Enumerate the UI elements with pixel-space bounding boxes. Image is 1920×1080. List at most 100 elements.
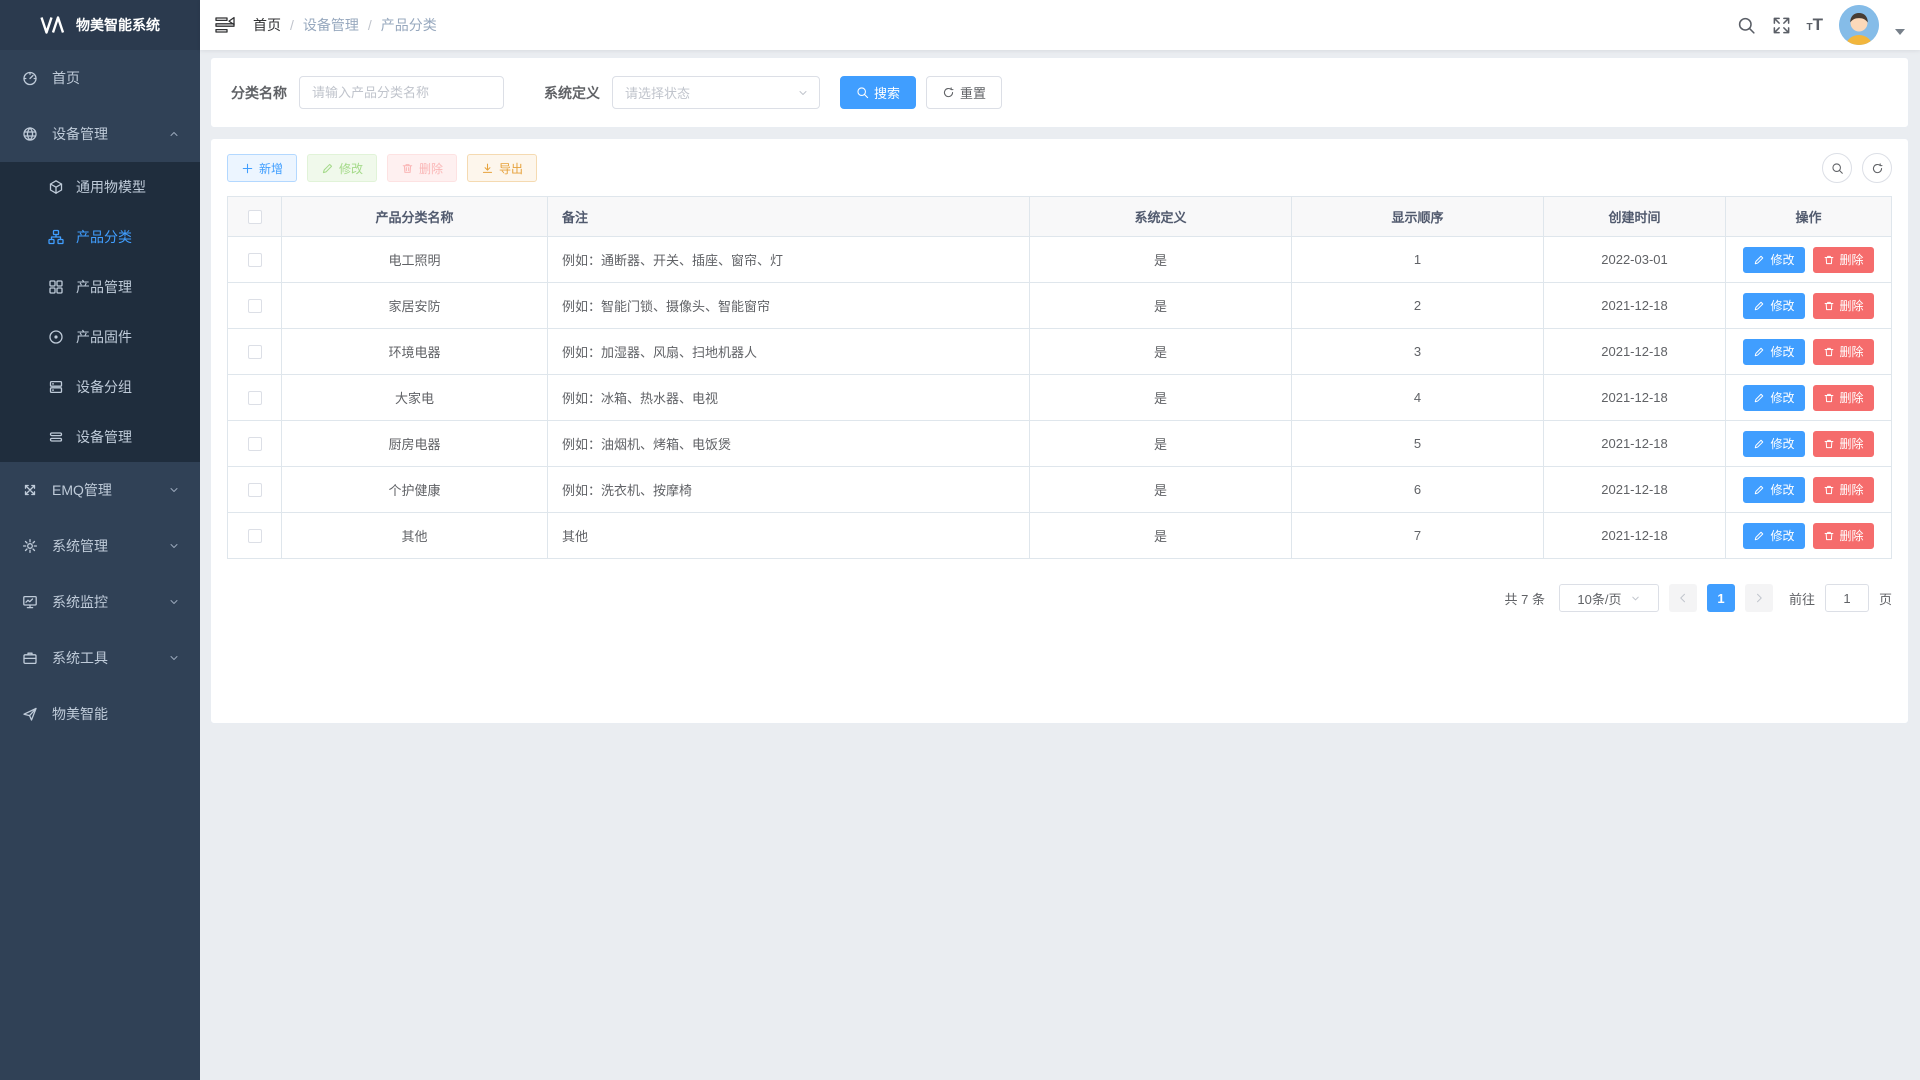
logo[interactable]: 物美智能系统 bbox=[0, 0, 200, 50]
cell-display-order: 4 bbox=[1291, 374, 1544, 421]
sidebar-item-product-firmware[interactable]: 产品固件 bbox=[0, 312, 200, 362]
row-edit-button[interactable]: 修改 bbox=[1743, 522, 1805, 549]
sidebar-item-system-management[interactable]: 系统管理 bbox=[0, 518, 200, 574]
sidebar-item-emq-management[interactable]: EMQ管理 bbox=[0, 462, 200, 518]
row-delete-button[interactable]: 删除 bbox=[1812, 430, 1874, 457]
chevron-up-icon bbox=[168, 128, 180, 140]
page-content: 分类名称 系统定义 请选择状态 搜索 重置 bbox=[200, 50, 1920, 1080]
cell-created-time: 2021-12-18 bbox=[1543, 420, 1726, 467]
cell-created-time: 2021-12-18 bbox=[1543, 282, 1726, 329]
chevron-down-icon bbox=[1630, 593, 1641, 604]
table-panel: 新增 修改 删除 导出 bbox=[210, 138, 1909, 724]
cell-remark: 例如：智能门锁、摄像头、智能窗帘 bbox=[547, 282, 1030, 329]
app-title: 物美智能系统 bbox=[76, 17, 160, 33]
table-row: 厨房电器 例如：油烟机、烤箱、电饭煲 是 5 2021-12-18 bbox=[227, 420, 1892, 467]
page-size-select[interactable]: 10条/页 bbox=[1558, 584, 1659, 612]
row-edit-button[interactable]: 修改 bbox=[1743, 430, 1805, 457]
avatar[interactable] bbox=[1839, 5, 1879, 45]
sidebar: 物美智能系统 首页 设备管理 通用物模型 产品分类 bbox=[0, 0, 200, 1080]
search-icon[interactable] bbox=[1737, 16, 1756, 35]
pagination-total: 共 7 条 bbox=[1504, 591, 1545, 607]
breadcrumb-home[interactable]: 首页 bbox=[253, 17, 281, 33]
cell-category-name: 大家电 bbox=[281, 374, 548, 421]
row-checkbox[interactable] bbox=[247, 253, 262, 268]
sidebar-item-product-category[interactable]: 产品分类 bbox=[0, 212, 200, 262]
export-button[interactable]: 导出 bbox=[467, 154, 538, 182]
page-number-button[interactable]: 1 bbox=[1706, 584, 1735, 612]
row-edit-button[interactable]: 修改 bbox=[1743, 476, 1805, 503]
edit-button[interactable]: 修改 bbox=[307, 154, 378, 182]
table-row: 环境电器 例如：加湿器、风扇、扫地机器人 是 3 2021-12-18 bbox=[227, 328, 1892, 375]
sidebar-item-system-tools[interactable]: 系统工具 bbox=[0, 630, 200, 686]
row-edit-button[interactable]: 修改 bbox=[1743, 292, 1805, 319]
row-delete-button[interactable]: 删除 bbox=[1812, 522, 1874, 549]
row-delete-button[interactable]: 删除 bbox=[1812, 338, 1874, 365]
refresh-icon bbox=[942, 86, 955, 99]
pencil-icon bbox=[1753, 484, 1765, 496]
breadcrumb-current: 产品分类 bbox=[380, 17, 437, 33]
row-delete-button[interactable]: 删除 bbox=[1812, 476, 1874, 503]
cell-created-time: 2021-12-18 bbox=[1543, 374, 1726, 421]
row-checkbox[interactable] bbox=[247, 345, 262, 360]
fullscreen-icon[interactable] bbox=[1772, 16, 1791, 35]
select-placeholder: 请选择状态 bbox=[625, 86, 691, 101]
cell-system-defined: 是 bbox=[1029, 236, 1292, 283]
breadcrumb-device-management: 设备管理 bbox=[302, 17, 359, 33]
breadcrumb-separator: / bbox=[290, 17, 294, 33]
row-checkbox[interactable] bbox=[247, 483, 262, 498]
header-display-order: 显示顺序 bbox=[1291, 196, 1544, 237]
row-checkbox[interactable] bbox=[247, 437, 262, 452]
monitor-icon bbox=[22, 594, 38, 610]
toggle-search-button[interactable] bbox=[1822, 153, 1852, 183]
cell-display-order: 1 bbox=[1291, 236, 1544, 283]
prev-page-button[interactable] bbox=[1668, 584, 1697, 612]
sidebar-item-home[interactable]: 首页 bbox=[0, 50, 200, 106]
cell-system-defined: 是 bbox=[1029, 282, 1292, 329]
row-checkbox[interactable] bbox=[247, 391, 262, 406]
row-edit-button[interactable]: 修改 bbox=[1743, 246, 1805, 273]
add-button[interactable]: 新增 bbox=[227, 154, 298, 182]
row-edit-button[interactable]: 修改 bbox=[1743, 338, 1805, 365]
cube-icon bbox=[48, 179, 64, 195]
next-page-button[interactable] bbox=[1744, 584, 1773, 612]
logo-icon bbox=[40, 16, 65, 34]
sidebar-item-device-list[interactable]: 设备管理 bbox=[0, 412, 200, 462]
row-edit-button[interactable]: 修改 bbox=[1743, 384, 1805, 411]
row-delete-button[interactable]: 删除 bbox=[1812, 246, 1874, 273]
sidebar-toggle-icon[interactable] bbox=[215, 15, 235, 35]
select-all-checkbox[interactable] bbox=[247, 210, 262, 225]
chevron-down-icon bbox=[168, 652, 180, 664]
row-delete-button[interactable]: 删除 bbox=[1812, 292, 1874, 319]
sitemap-icon bbox=[48, 229, 64, 245]
trash-icon bbox=[1823, 254, 1835, 266]
pagination: 共 7 条 10条/页 1 前往 页 bbox=[227, 584, 1892, 612]
system-defined-select[interactable]: 请选择状态 bbox=[612, 76, 820, 109]
gear-icon bbox=[22, 538, 38, 554]
globe-icon bbox=[22, 126, 38, 142]
cell-remark: 例如：通断器、开关、插座、窗帘、灯 bbox=[547, 236, 1030, 283]
refresh-table-button[interactable] bbox=[1862, 153, 1892, 183]
sidebar-item-thing-model[interactable]: 通用物模型 bbox=[0, 162, 200, 212]
cell-remark: 例如：洗衣机、按摩椅 bbox=[547, 466, 1030, 513]
delete-button[interactable]: 删除 bbox=[387, 154, 458, 182]
category-name-input[interactable] bbox=[299, 76, 504, 109]
table-header-row: 产品分类名称 备注 系统定义 显示顺序 创建时间 操作 bbox=[227, 196, 1892, 237]
sidebar-item-device-group[interactable]: 设备分组 bbox=[0, 362, 200, 412]
row-checkbox[interactable] bbox=[247, 529, 262, 544]
header-created-time: 创建时间 bbox=[1543, 196, 1726, 237]
cell-display-order: 6 bbox=[1291, 466, 1544, 513]
sidebar-item-wumei-smart[interactable]: 物美智能 bbox=[0, 686, 200, 742]
sidebar-item-device-management[interactable]: 设备管理 bbox=[0, 106, 200, 162]
table-row: 大家电 例如：冰箱、热水器、电视 是 4 2021-12-18 修改 bbox=[227, 374, 1892, 421]
reset-button[interactable]: 重置 bbox=[926, 76, 1003, 109]
search-button[interactable]: 搜索 bbox=[840, 76, 917, 109]
product-category-table: 产品分类名称 备注 系统定义 显示顺序 创建时间 操作 bbox=[227, 196, 1892, 559]
goto-page-input[interactable] bbox=[1824, 584, 1869, 612]
sidebar-item-system-monitor[interactable]: 系统监控 bbox=[0, 574, 200, 630]
row-checkbox[interactable] bbox=[247, 299, 262, 314]
header-system-defined: 系统定义 bbox=[1029, 196, 1292, 237]
sidebar-item-product-management[interactable]: 产品管理 bbox=[0, 262, 200, 312]
row-delete-button[interactable]: 删除 bbox=[1812, 384, 1874, 411]
